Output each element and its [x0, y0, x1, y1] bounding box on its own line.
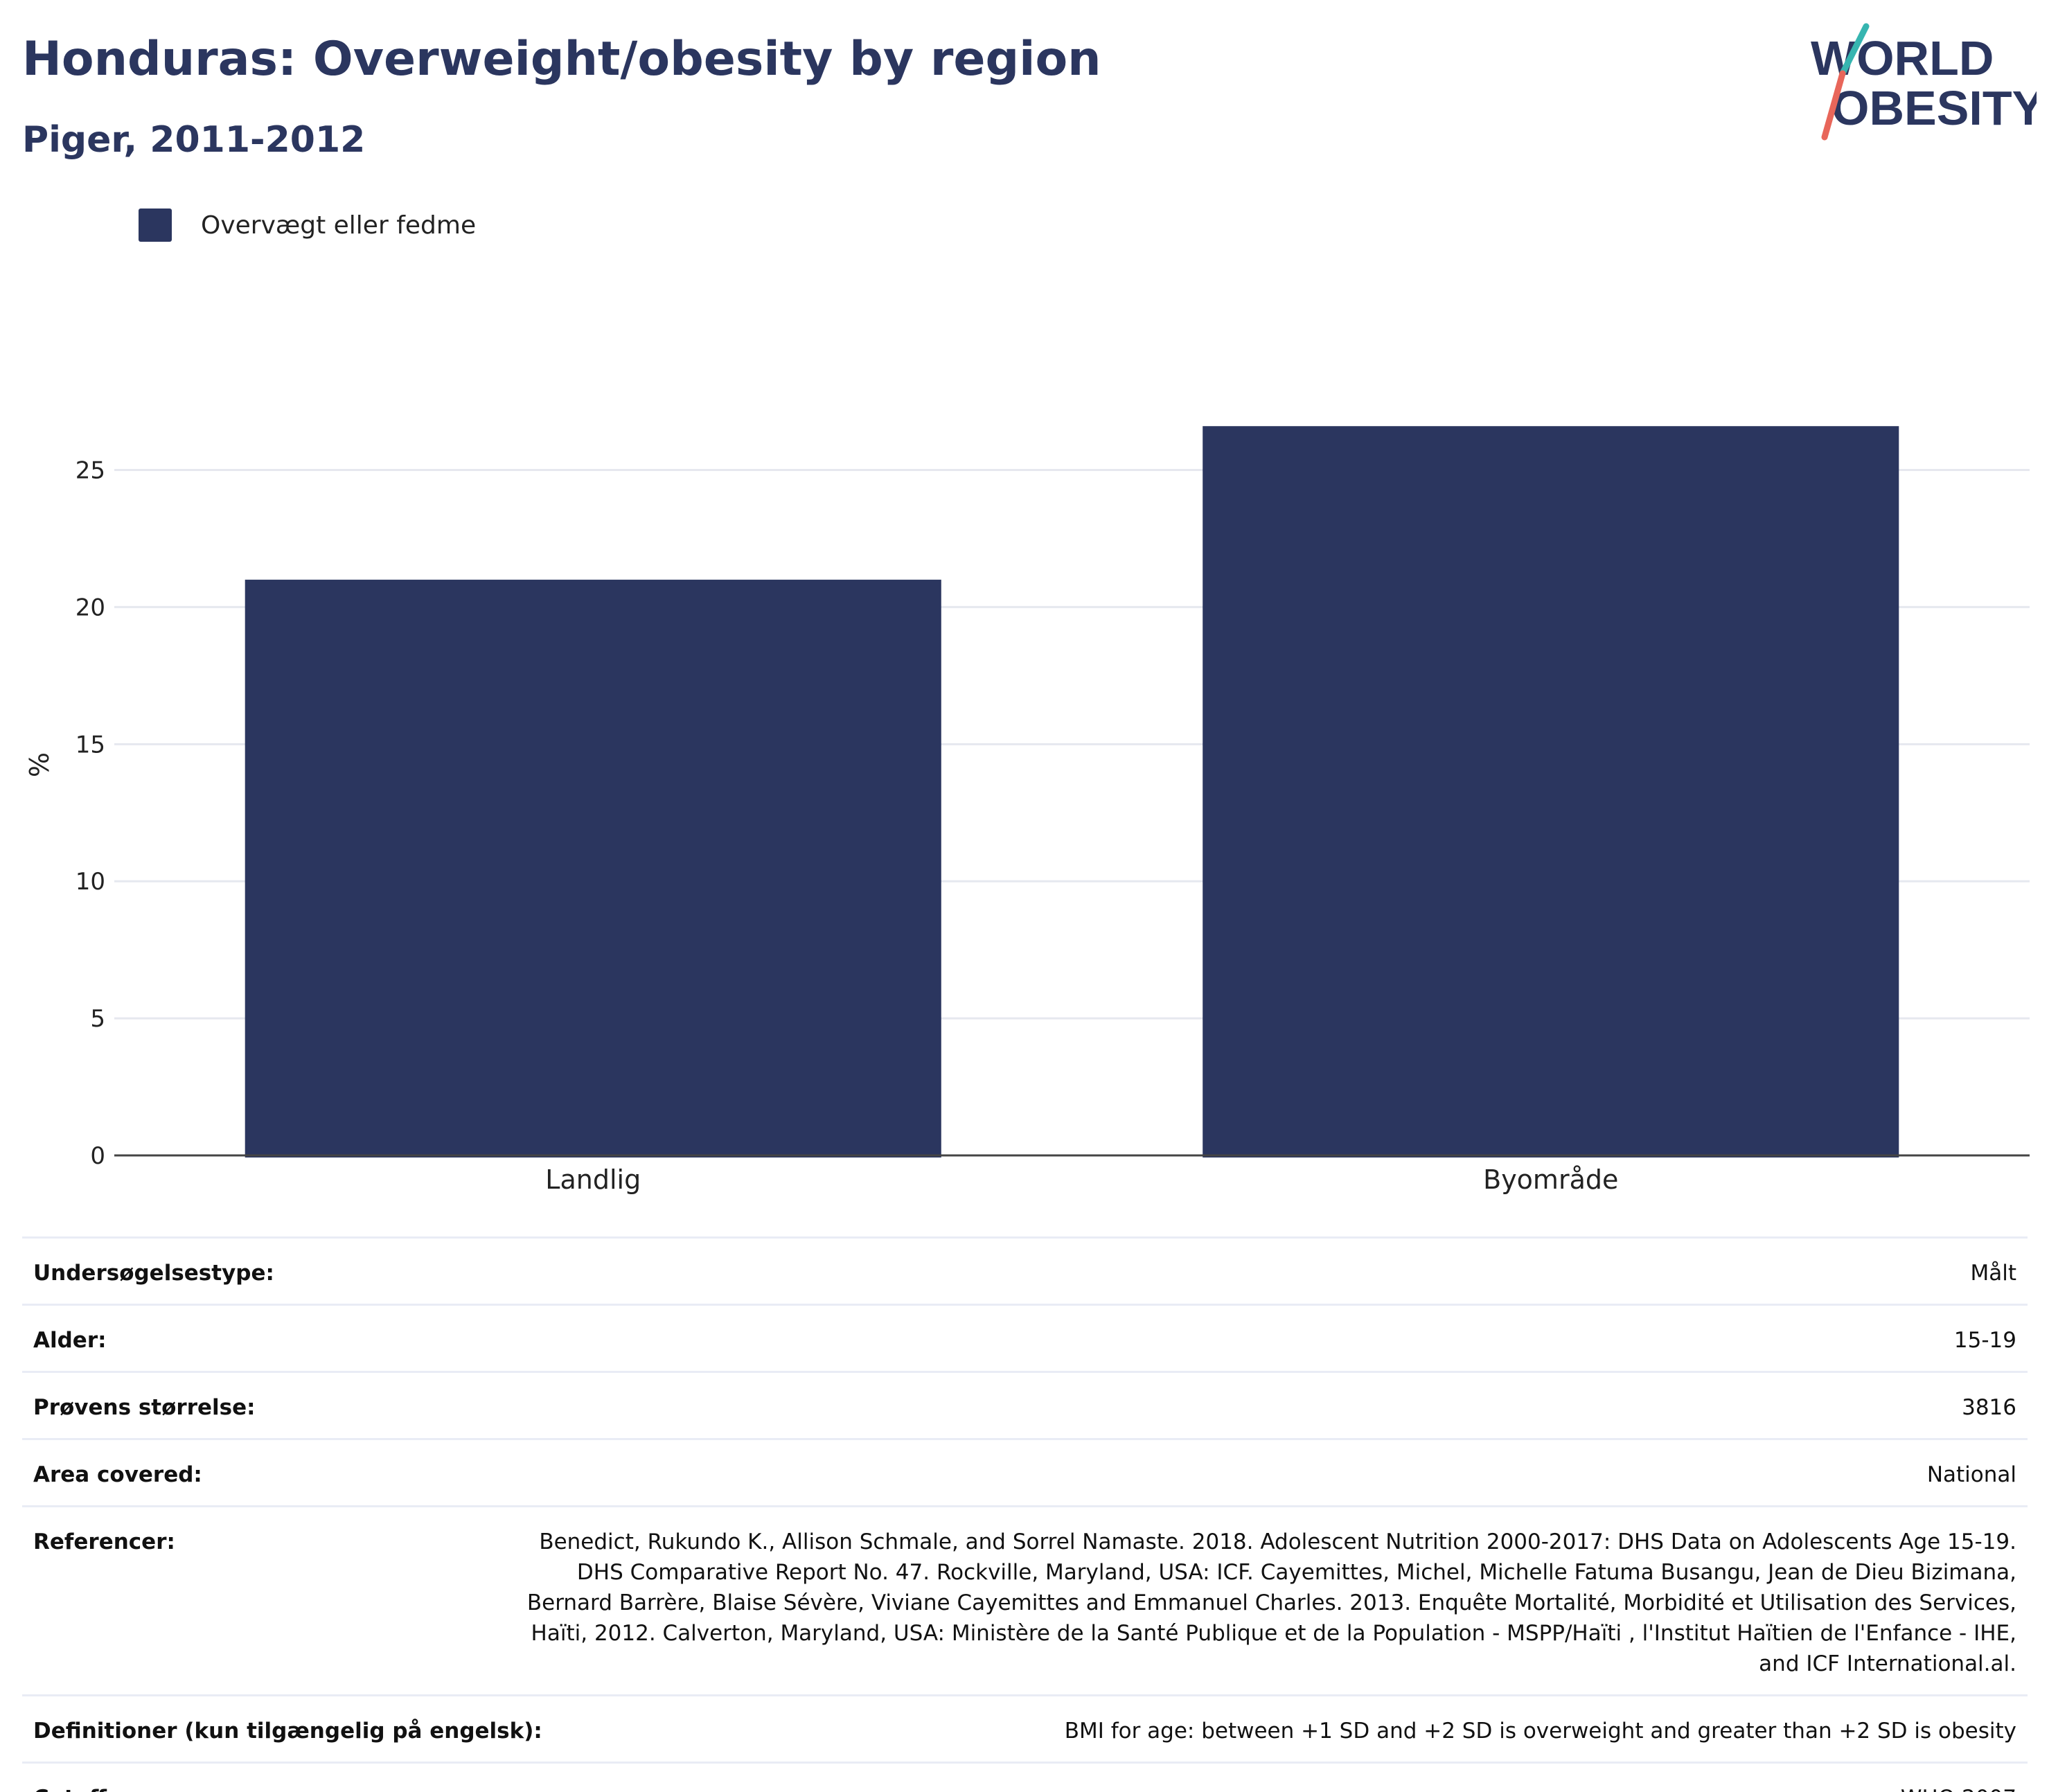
info-label: Referencer: — [33, 1529, 175, 1554]
info-row: Undersøgelsestype: Målt — [22, 1236, 2028, 1304]
info-row: Cutoffs: WHO 2007 — [22, 1762, 2028, 1792]
info-row: Definitioner (kun tilgængelig på engelsk… — [22, 1694, 2028, 1762]
y-axis-label: % — [24, 752, 55, 777]
bar-byområde[interactable] — [1203, 426, 1899, 1158]
info-row: Area covered: National — [22, 1438, 2028, 1505]
y-tick-label: 10 — [76, 868, 105, 896]
legend: Overvægt eller fedme — [139, 208, 476, 242]
info-label: Alder: — [33, 1328, 107, 1353]
info-value: WHO 2007 — [1901, 1783, 2016, 1792]
logo-line1: WORLD — [1811, 31, 1994, 85]
y-tick-label: 5 — [90, 1005, 105, 1033]
y-tick-label: 20 — [76, 594, 105, 621]
info-label: Cutoffs: — [33, 1783, 128, 1792]
info-value: Benedict, Rukundo K., Allison Schmale, a… — [526, 1529, 2016, 1676]
bar-landlig[interactable] — [245, 579, 941, 1157]
chart-subtitle: Piger, 2011-2012 — [22, 119, 366, 161]
info-value: 15-19 — [1953, 1328, 2016, 1353]
logo-line2: OBESITY — [1831, 81, 2037, 135]
info-row: Prøvens størrelse: 3816 — [22, 1371, 2028, 1438]
legend-label[interactable]: Overvægt eller fedme — [201, 211, 477, 240]
y-tick-label: 0 — [90, 1142, 105, 1170]
info-table: Undersøgelsestype: Målt Alder: 15-19 Prøvens… — [22, 1236, 2028, 1792]
info-row: Referencer: Benedict, Rukundo K., Allison… — [22, 1505, 2028, 1694]
x-tick-label: Byområde — [1483, 1164, 1618, 1195]
info-label: Area covered: — [33, 1462, 202, 1487]
info-label: Prøvens størrelse: — [33, 1395, 256, 1420]
info-value: National — [1926, 1462, 2016, 1487]
info-label: Definitioner (kun tilgængelig på engelsk… — [33, 1719, 542, 1744]
logo-teal-stroke — [1839, 23, 1870, 77]
y-tick-label: 25 — [76, 457, 105, 485]
info-row: Alder: 15-19 — [22, 1304, 2028, 1371]
info-label: Undersøgelsestype: — [33, 1261, 274, 1286]
info-value: Målt — [1970, 1261, 2016, 1286]
info-value: BMI for age: between +1 SD and +2 SD is … — [1064, 1719, 2016, 1744]
logo-red-stroke — [1821, 70, 1846, 141]
legend-swatch[interactable] — [139, 209, 172, 242]
info-value: 3816 — [1962, 1395, 2016, 1420]
bar-chart: 0 5 10 15 20 25% Landlig Byområde — [24, 426, 2030, 1195]
chart-title: Honduras: Overweight/obesity by region — [22, 32, 1101, 87]
x-tick-label: Landlig — [545, 1164, 641, 1195]
y-tick-label: 15 — [76, 731, 105, 759]
world-obesity-logo: WORLD OBESITY — [1811, 23, 2037, 141]
